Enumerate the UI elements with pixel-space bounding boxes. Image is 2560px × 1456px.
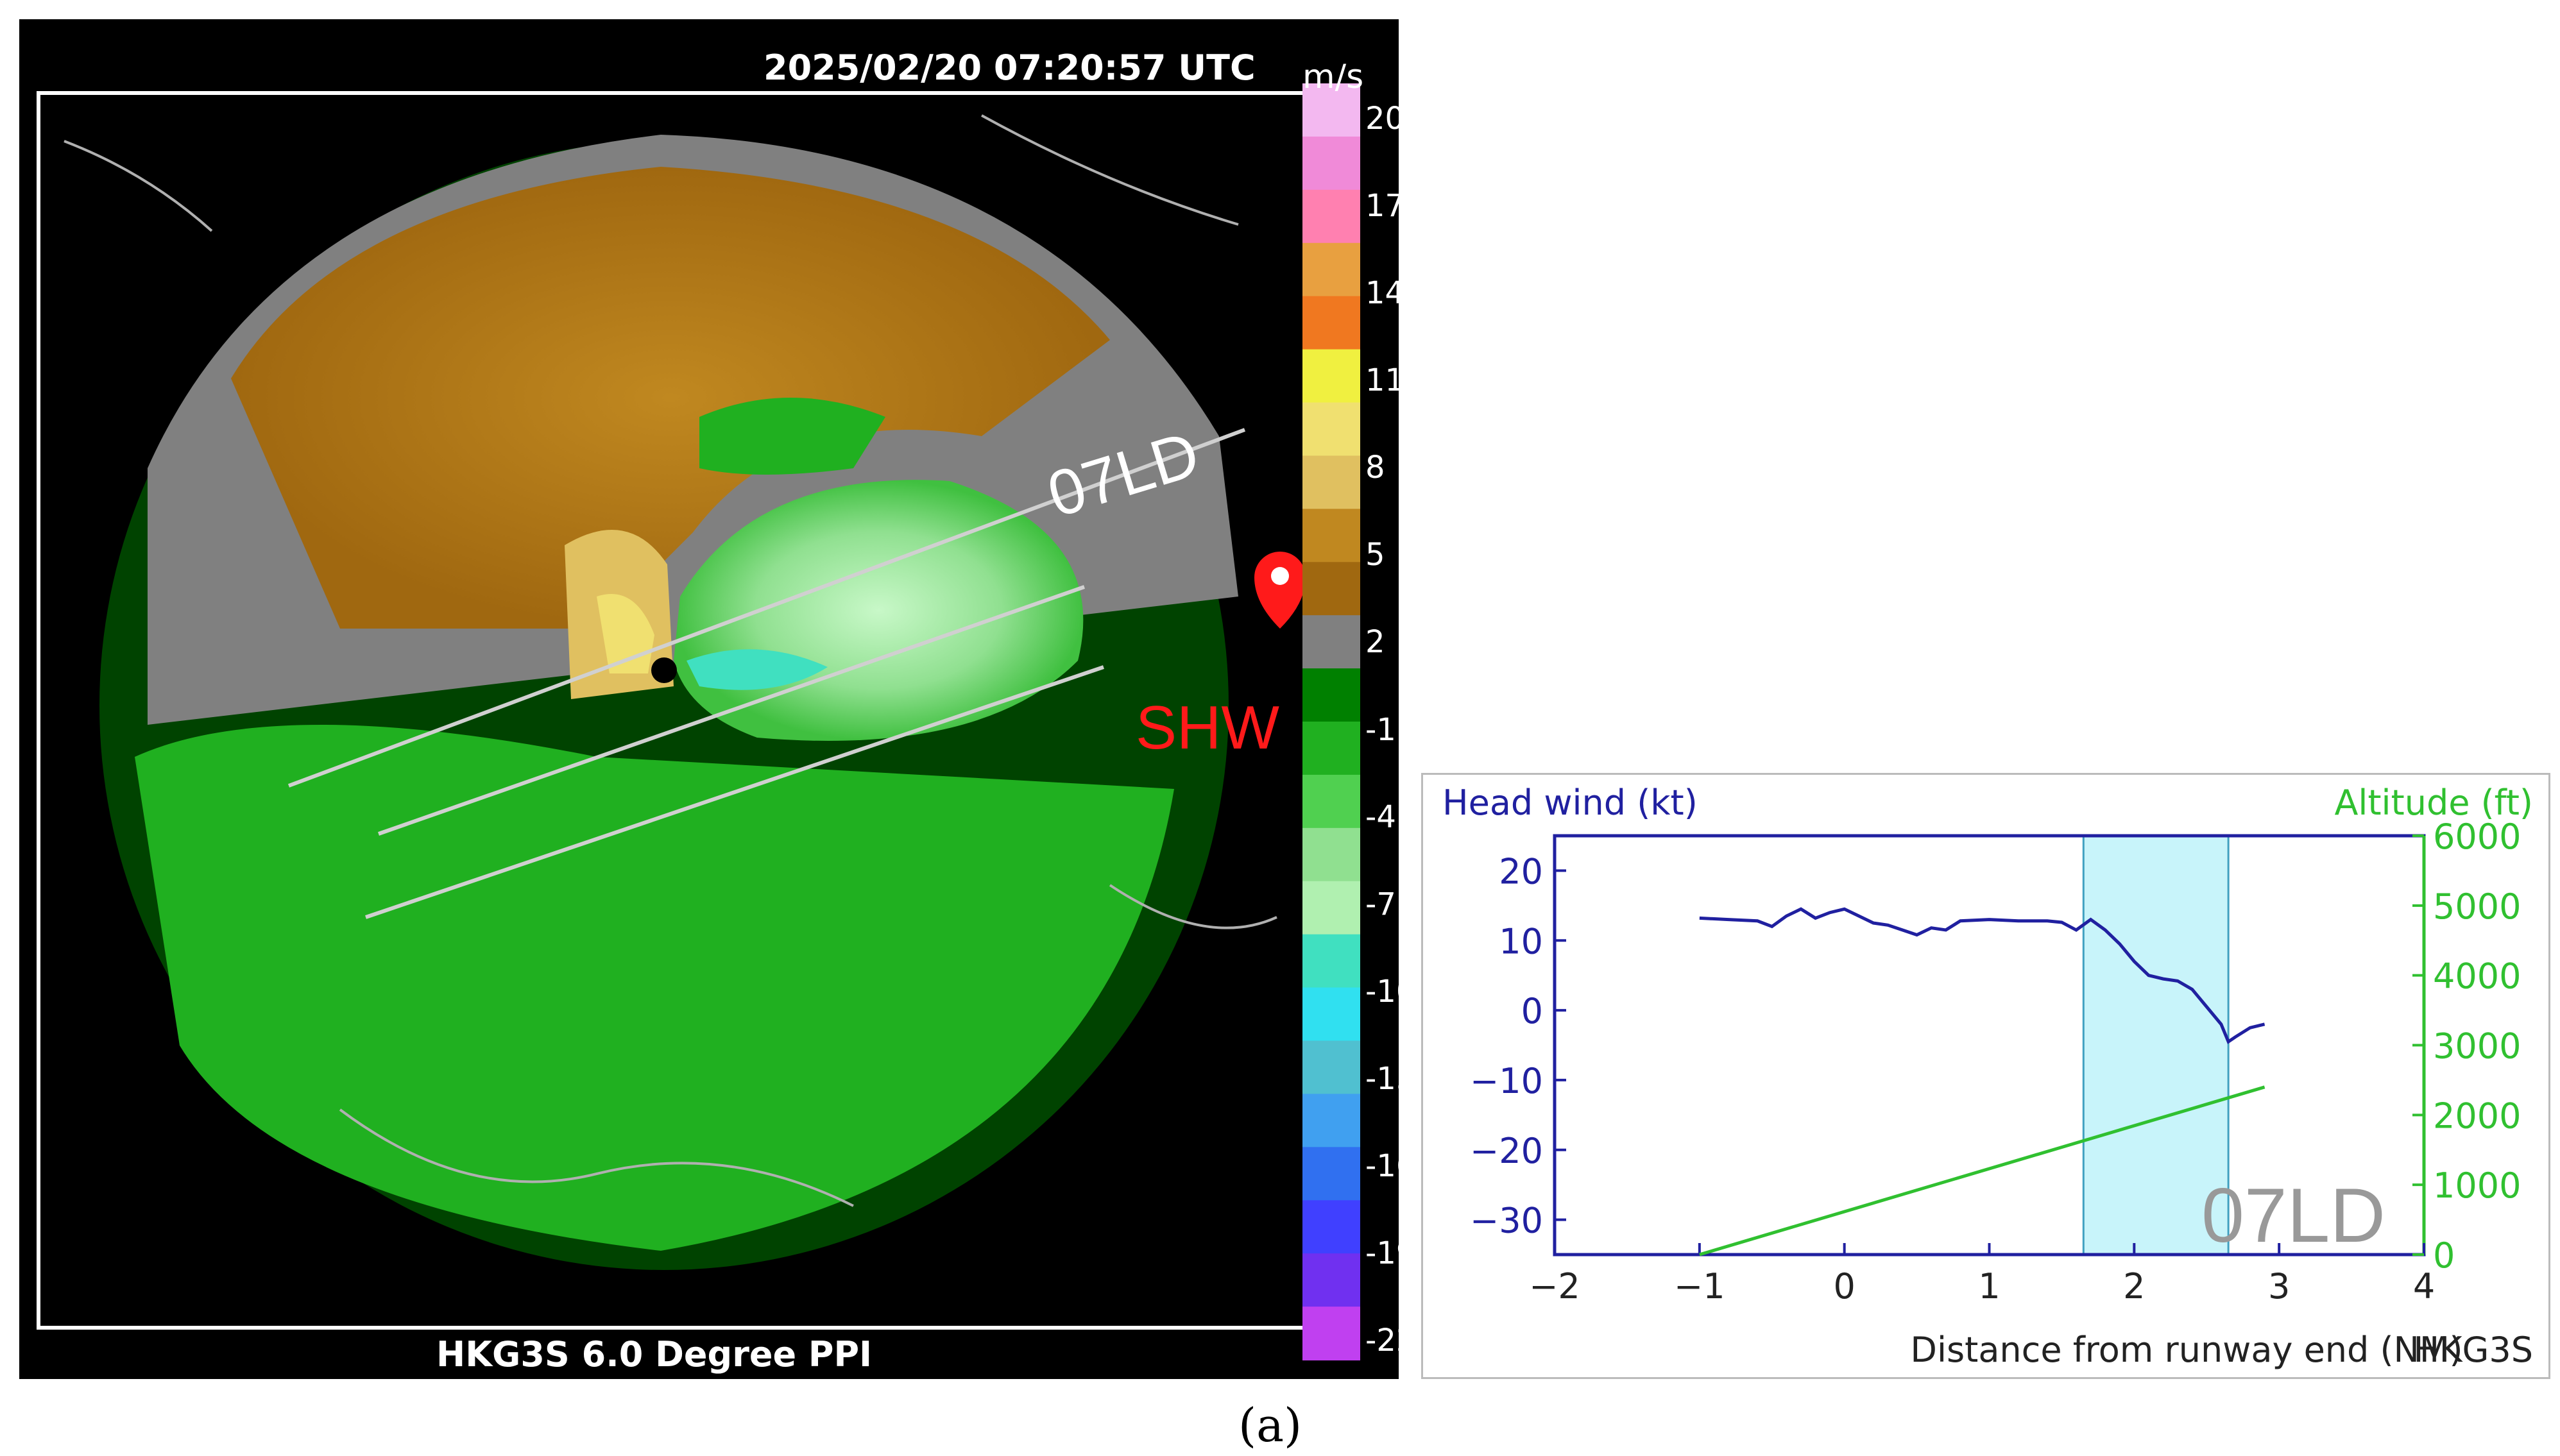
colorbar-tick-label: 2 (1365, 624, 1385, 661)
colorbar-tick-label: 5 (1365, 537, 1385, 573)
y-left-tick-label: −10 (1470, 1061, 1543, 1101)
headwind-profile-panel: Head wind (kt) Altitude (ft) −2 −1 0 1 2 3 4 2… (1421, 773, 2550, 1379)
y-left-ticks: 20 10 0 −10 −20 −30 (1470, 851, 1566, 1241)
colorbar-swatch (1302, 722, 1360, 775)
colorbar-tick-label: 17 (1365, 188, 1405, 224)
headwind-series-line (1699, 907, 2266, 1044)
map-pin-icon (1254, 552, 1306, 629)
x-tick-label: 2 (2123, 1266, 2145, 1307)
colorbar-unit: m/s (1302, 58, 1364, 96)
y-right-tick-label: 5000 (2433, 886, 2521, 927)
colorbar-swatch (1302, 349, 1360, 403)
y-left-tick-label: −20 (1470, 1131, 1543, 1171)
x-tick-label: 4 (2413, 1266, 2435, 1307)
colorbar-tick-label: 14 (1365, 275, 1405, 312)
colorbar-swatch (1302, 296, 1360, 350)
y-right-ticks: 6000 5000 4000 3000 2000 1000 0 (2412, 817, 2521, 1276)
colorbar-tick-label: -16 (1365, 1147, 1416, 1184)
x-tick-label: −1 (1674, 1266, 1725, 1307)
colorbar-swatch (1302, 1040, 1360, 1095)
y-right-tick-label: 4000 (2433, 956, 2521, 997)
highlight-band (2082, 834, 2230, 1256)
colorbar-swatch (1302, 827, 1360, 882)
runway-watermark: 07LD (2201, 1172, 2385, 1258)
altitude-series-line (1699, 1085, 2266, 1257)
y-left-tick-label: 10 (1499, 921, 1543, 961)
colorbar-tick-label: -19 (1365, 1235, 1416, 1271)
colorbar-tick-label: 20 (1365, 101, 1405, 137)
ppi-bottom-title: HKG3S 6.0 Degree PPI (436, 1334, 873, 1375)
y-left-tick-label: −30 (1470, 1201, 1543, 1241)
runway-approach-tracks (287, 428, 1246, 919)
x-tick-label: 1 (1978, 1266, 2000, 1307)
radar-ppi-image (37, 83, 1360, 1360)
colorbar-swatch (1302, 83, 1360, 137)
x-tick-label: 3 (2268, 1266, 2290, 1307)
radar-ppi-panel: 2025/02/20 07:20:57 UTC m/s HKG3S 6.0 De… (19, 19, 1415, 1379)
y-right-tick-label: 0 (2433, 1235, 2455, 1276)
colorbar-swatch (1302, 509, 1360, 563)
figure-caption: (a) (1238, 1398, 1302, 1452)
colorbar-swatch (1302, 1147, 1360, 1201)
colorbar-swatch (1302, 1094, 1360, 1148)
ppi-timestamp: 2025/02/20 07:20:57 UTC (764, 47, 1256, 88)
station-code: HKG3S (2414, 1330, 2534, 1370)
colorbar-tick-label: 11 (1365, 362, 1405, 399)
x-tick-label: −2 (1529, 1266, 1580, 1307)
series-layer (1699, 907, 2266, 1257)
y-right-axis-title: Altitude (ft) (2334, 783, 2533, 823)
colorbar-swatch (1302, 136, 1360, 190)
colorbar-tick-label: -22 (1365, 1323, 1416, 1359)
colorbar-swatch (1302, 615, 1360, 670)
colorbar-tick-label: -7 (1365, 886, 1396, 922)
colorbar-swatch (1302, 189, 1360, 244)
colorbar-swatch (1302, 987, 1360, 1042)
colorbar-swatch (1302, 1253, 1360, 1308)
colorbar-swatch (1302, 455, 1360, 510)
x-ticks: −2 −1 0 1 2 3 4 (1529, 1243, 2435, 1307)
y-right-tick-label: 2000 (2433, 1096, 2521, 1136)
colorbar-swatch (1302, 402, 1360, 457)
colorbar-tick-label: 8 (1365, 450, 1385, 486)
y-left-tick-label: 20 (1499, 851, 1543, 892)
echo-brown-region (231, 167, 1110, 629)
colorbar-swatch (1302, 1307, 1360, 1360)
station-label: SHW (1136, 693, 1279, 762)
colorbar-swatch (1302, 934, 1360, 988)
y-left-tick-label: 0 (1521, 991, 1543, 1031)
coastline-contours (64, 114, 1277, 1207)
y-right-tick-label: 1000 (2433, 1165, 2521, 1206)
colorbar-swatch (1302, 668, 1360, 722)
colorbar-tick-label: -10 (1365, 973, 1416, 1010)
headwind-profile-chart: Head wind (kt) Altitude (ft) −2 −1 0 1 2 3 4 2… (1442, 783, 2534, 1370)
echo-green-patch-north (699, 398, 885, 475)
radar-origin-dot (651, 657, 677, 683)
y-right-tick-label: 6000 (2433, 817, 2521, 857)
echo-green-region-south (135, 725, 1174, 1251)
x-tick-label: 0 (1833, 1266, 1855, 1307)
colorbar-swatch (1302, 881, 1360, 935)
colorbar-tick-label: -1 (1365, 711, 1396, 748)
x-axis-title: Distance from runway end (NM) (1910, 1330, 2462, 1370)
colorbar-swatch (1302, 242, 1360, 297)
colorbar-tick-label: -13 (1365, 1060, 1416, 1097)
colorbar-tick-label: -4 (1365, 799, 1396, 835)
colorbar-swatch (1302, 562, 1360, 616)
colorbar-swatch (1302, 1200, 1360, 1255)
y-left-axis-title: Head wind (kt) (1442, 783, 1698, 823)
echo-cyan-region (687, 649, 828, 690)
colorbar-swatch (1302, 774, 1360, 829)
y-right-tick-label: 3000 (2433, 1026, 2521, 1067)
velocity-colorbar (1302, 83, 1360, 1360)
